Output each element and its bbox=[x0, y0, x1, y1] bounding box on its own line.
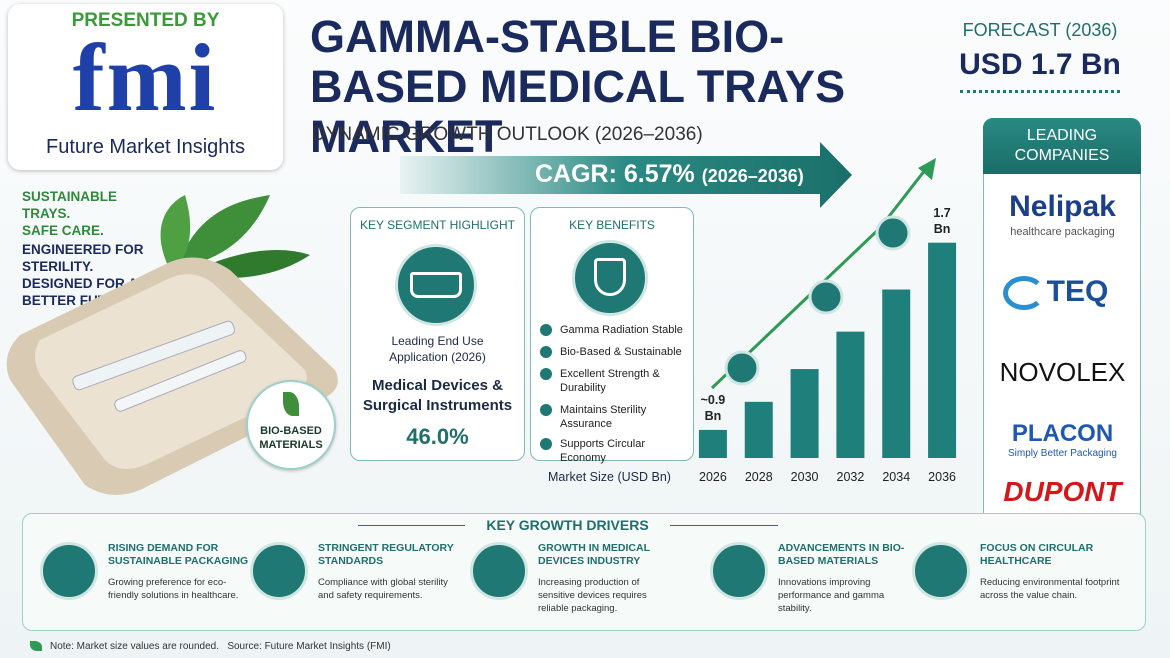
chart bbox=[698, 158, 957, 458]
company: NOVOLEX bbox=[999, 357, 1126, 387]
cagr-label: CAGR: 6.57% bbox=[535, 160, 695, 188]
driver-text: Increasing production of sensitive devic… bbox=[538, 577, 647, 614]
tray-icon-shape bbox=[410, 272, 462, 298]
logo: fmi bbox=[72, 24, 218, 131]
footer-source: Source: Future Market Insights (FMI) bbox=[227, 641, 391, 652]
bar bbox=[836, 331, 865, 458]
company: PLACON bbox=[1011, 420, 1114, 447]
driver-text: Reducing environmental footprint across … bbox=[980, 577, 1120, 601]
trend-icon bbox=[875, 215, 911, 251]
arrow-shape bbox=[400, 142, 852, 208]
cagr-arrow bbox=[400, 142, 852, 208]
cagr: CAGR: 6.57% (2026–2036) bbox=[535, 160, 804, 189]
bar bbox=[744, 401, 773, 458]
x-tick-label: 2026 bbox=[699, 470, 727, 484]
driver-title: GROWTH IN MEDICAL DEVICES INDUSTRY bbox=[538, 542, 650, 567]
tagline-line: SUSTAINABLE TRAYS. bbox=[22, 189, 118, 221]
logo-sub: Future Market Insights bbox=[46, 136, 245, 158]
driver-title: RISING DEMAND FOR SUSTAINABLE PACKAGING bbox=[108, 542, 249, 567]
driver: ADVANCEMENTS IN BIO-BASED MATERIALS Innov… bbox=[710, 540, 925, 620]
bar bbox=[790, 369, 819, 458]
benefit: Supports Circular Economy bbox=[540, 437, 690, 465]
footer-leaf bbox=[30, 641, 42, 651]
value-label: 1.7 Bn bbox=[933, 205, 951, 236]
driver-icon bbox=[470, 542, 528, 600]
x-tick-label: 2030 bbox=[790, 470, 819, 484]
trend-icon bbox=[724, 350, 760, 386]
forecast-label: FORECAST (2036) bbox=[962, 20, 1118, 40]
x-tick-label: 2032 bbox=[836, 470, 865, 484]
driver-icon bbox=[250, 542, 308, 600]
driver-icon bbox=[710, 542, 768, 600]
segment-name: Medical Devices & Surgical Instruments bbox=[362, 377, 513, 414]
trend-icon bbox=[808, 279, 844, 315]
driver-title: ADVANCEMENTS IN BIO-BASED MATERIALS bbox=[778, 542, 905, 567]
badge-text: BIO-BASED MATERIALS bbox=[259, 425, 323, 451]
company-tagline: healthcare packaging bbox=[1010, 226, 1115, 238]
benefit: Gamma Radiation Stable bbox=[540, 323, 690, 337]
tray-icon bbox=[395, 244, 477, 326]
tagline-line: SAFE CARE. bbox=[22, 223, 104, 238]
trend-arrowhead bbox=[918, 158, 936, 180]
forecast-value: USD 1.7 Bn bbox=[959, 48, 1121, 81]
subtitle: DYNAMIC GROWTH OUTLOOK (2026–2036) bbox=[312, 124, 703, 145]
driver-text: Compliance with global sterility and saf… bbox=[318, 577, 448, 601]
title: GAMMA-STABLE BIO-BASED MEDICAL TRAYS MAR… bbox=[310, 11, 846, 162]
company-tagline: Simply Better Packaging bbox=[1008, 448, 1117, 459]
benefit: Maintains Sterility Assurance bbox=[540, 403, 690, 431]
bar bbox=[882, 289, 911, 458]
driver-text: Growing preference for eco-friendly solu… bbox=[108, 577, 239, 601]
cagr-period: (2026–2036) bbox=[701, 166, 804, 186]
presented-by: PRESENTED BY bbox=[71, 10, 220, 31]
benefits-title: KEY BENEFITS bbox=[569, 218, 655, 232]
company: DUPONT bbox=[1003, 476, 1122, 507]
x-axis-label: Market Size (USD Bn) bbox=[548, 470, 671, 484]
value-label: ~0.9 Bn bbox=[700, 392, 726, 423]
footer-note: Note: Market size values are rounded. bbox=[50, 641, 219, 652]
driver-title: STRINGENT REGULATORY STANDARDS bbox=[318, 542, 454, 567]
divider bbox=[960, 90, 1120, 93]
driver: GROWTH IN MEDICAL DEVICES INDUSTRY Increa… bbox=[470, 540, 685, 620]
x-tick-label: 2028 bbox=[744, 470, 773, 484]
benefit: Bio-Based & Sustainable bbox=[540, 345, 690, 359]
driver-icon bbox=[912, 542, 970, 600]
leaf-icon bbox=[283, 392, 299, 416]
logo-card bbox=[8, 4, 283, 170]
driver: RISING DEMAND FOR SUSTAINABLE PACKAGING G… bbox=[40, 540, 255, 620]
footer: Note: Market size values are rounded. So… bbox=[50, 641, 391, 652]
badge bbox=[246, 380, 336, 470]
tray-illustration bbox=[6, 195, 338, 495]
x-tick-label: 2034 bbox=[882, 470, 911, 484]
driver-title: FOCUS ON CIRCULAR HEALTHCARE bbox=[980, 542, 1094, 567]
driver: STRINGENT REGULATORY STANDARDS Compliance… bbox=[250, 540, 465, 620]
segment-label: Leading End Use Application (2026) bbox=[389, 334, 486, 364]
bar bbox=[698, 429, 727, 458]
benefit: Excellent Strength & Durability bbox=[540, 367, 690, 395]
driver-icon bbox=[40, 542, 98, 600]
drivers-title: KEY GROWTH DRIVERS bbox=[465, 517, 670, 533]
segment-share: 46.0% bbox=[406, 424, 469, 449]
driver: FOCUS ON CIRCULAR HEALTHCARE Reducing env… bbox=[912, 540, 1127, 620]
shield-icon bbox=[572, 240, 648, 316]
company: Nelipak bbox=[1009, 190, 1116, 223]
bar bbox=[928, 242, 957, 458]
x-tick-label: 2036 bbox=[928, 470, 956, 484]
tagline-line: ENGINEERED FOR STERILITY. bbox=[22, 242, 144, 274]
driver-text: Innovations improving performance and ga… bbox=[778, 577, 885, 614]
segment-title: KEY SEGMENT HIGHLIGHT bbox=[360, 218, 515, 232]
companies-card bbox=[983, 118, 1141, 524]
shield-icon-shape bbox=[594, 258, 626, 296]
companies-title: LEADING COMPANIES bbox=[983, 118, 1141, 174]
teq-mark bbox=[1003, 276, 1045, 310]
company: TEQ bbox=[1046, 275, 1109, 308]
